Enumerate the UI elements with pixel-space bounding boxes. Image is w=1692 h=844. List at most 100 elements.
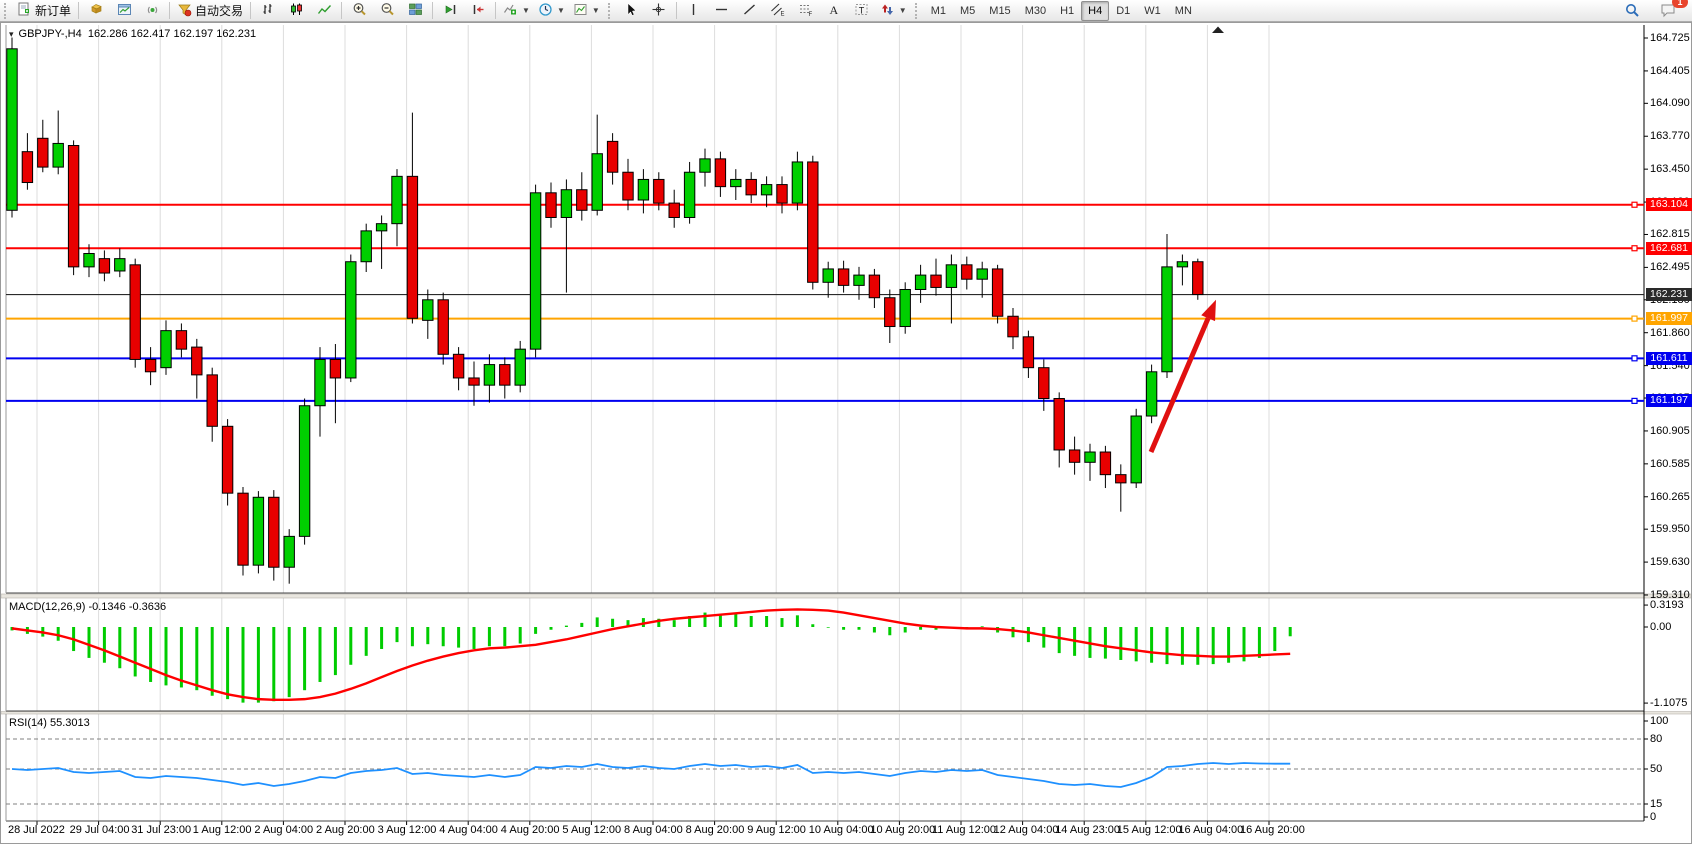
crosshair-button[interactable] xyxy=(645,0,673,22)
timeframe-button-d1[interactable]: D1 xyxy=(1116,4,1131,17)
toolbar-separator xyxy=(432,2,434,19)
price-tick-label: 160.585 xyxy=(1650,457,1690,470)
periods-button[interactable]: ▼ xyxy=(534,0,569,22)
candle xyxy=(345,254,357,383)
candle xyxy=(360,223,372,273)
rsi-indicator xyxy=(6,738,1644,805)
templates-button[interactable]: ▼ xyxy=(569,0,604,22)
time-axis-label: 1 Aug 12:00 xyxy=(192,824,252,836)
crosshair-icon xyxy=(651,2,666,20)
line-chart-button[interactable] xyxy=(310,0,338,22)
candle xyxy=(391,169,403,247)
one-click-trading-toggle-icon[interactable]: ▾ xyxy=(9,29,14,39)
timeframe-button-h4[interactable]: H4 xyxy=(1081,0,1110,21)
zoom-out-button[interactable] xyxy=(373,0,401,22)
grid-lines xyxy=(36,25,1270,825)
candle xyxy=(961,256,973,290)
chevron-down-icon[interactable]: ▼ xyxy=(556,6,565,15)
candle xyxy=(591,114,603,216)
time-axis-label: 8 Aug 04:00 xyxy=(624,824,683,836)
chat-button[interactable]: 1 xyxy=(1654,0,1688,22)
timeframe-button-m30[interactable]: M30 xyxy=(1024,4,1047,17)
chevron-down-icon[interactable]: ▼ xyxy=(522,6,530,15)
chart-window[interactable]: ▾ GBPJPY-,H4 162.286 162.417 162.197 162.… xyxy=(0,22,1692,844)
horizontal-line-object[interactable] xyxy=(6,397,1644,404)
candle xyxy=(822,261,834,298)
time-axis-label: 2 Aug 20:00 xyxy=(316,824,375,836)
candle xyxy=(853,266,865,300)
toolbar-separator xyxy=(675,2,677,19)
toolbar-grip[interactable] xyxy=(4,2,10,19)
search-button[interactable] xyxy=(1618,0,1646,22)
candlestick-chart-button[interactable] xyxy=(282,0,310,22)
candle xyxy=(1161,233,1173,378)
chart-shift-marker-icon[interactable] xyxy=(1212,26,1224,34)
market-watch-cube-button[interactable] xyxy=(82,0,110,22)
chart-canvas[interactable] xyxy=(1,23,1691,843)
candle xyxy=(252,491,265,574)
trendline-button[interactable] xyxy=(736,0,764,22)
time-axis-label: 31 Jul 23:00 xyxy=(131,824,192,836)
toolbar-grip[interactable] xyxy=(914,2,921,19)
zoom-in-icon xyxy=(352,2,367,20)
auto-scroll-button[interactable] xyxy=(436,0,464,22)
equidistant-channel-button[interactable]: E xyxy=(764,0,792,22)
new-order-button[interactable]: 新订单 xyxy=(13,0,75,22)
arrows-button[interactable]: ▼ xyxy=(876,0,911,22)
cursor-button[interactable] xyxy=(617,0,645,22)
candle xyxy=(283,529,295,584)
timeframe-button-m15[interactable]: M15 xyxy=(989,4,1011,17)
candle xyxy=(114,248,126,278)
ohlc-readout: 162.286 162.417 162.197 162.231 xyxy=(87,28,257,40)
time-axis-label: 9 Aug 12:00 xyxy=(747,824,806,836)
candle xyxy=(329,344,342,424)
signal-button[interactable] xyxy=(138,0,166,22)
time-axis-label: 29 Jul 04:00 xyxy=(69,824,130,836)
timeframe-button-m5[interactable]: M5 xyxy=(960,4,976,17)
text-button[interactable]: A xyxy=(820,0,848,22)
price-tick-label: 159.630 xyxy=(1650,556,1690,569)
chevron-down-icon[interactable]: ▼ xyxy=(591,6,600,15)
autotrading-button[interactable]: 自动交易 xyxy=(173,0,247,22)
cursor-icon xyxy=(623,2,638,20)
candle xyxy=(37,119,49,173)
line-studies-toolbar: E F A T ▼ xyxy=(617,0,911,22)
zoom-out-icon xyxy=(380,2,395,20)
bar-chart-button[interactable] xyxy=(254,0,282,22)
chart-shift-button[interactable] xyxy=(464,0,492,22)
candle xyxy=(144,347,157,386)
arrows-icon xyxy=(880,2,895,20)
toolbar-separator xyxy=(78,2,80,19)
toolbar-grip[interactable] xyxy=(607,2,614,19)
chevron-down-icon[interactable]: ▼ xyxy=(898,6,907,15)
toolbar: 新订单 自动交易 ▼ ▼ ▼ E F A T ▼ M1 M5 M15 M30 H1 H4 D1 W1 MN 1 xyxy=(0,0,1692,22)
price-tick-label: 161.860 xyxy=(1650,326,1690,339)
chart-window-button[interactable] xyxy=(110,0,138,22)
signal-icon xyxy=(145,2,160,20)
vertical-line-button[interactable] xyxy=(680,0,708,22)
timeframe-button-w1[interactable]: W1 xyxy=(1144,4,1161,17)
timeframe-button-mn[interactable]: MN xyxy=(1174,4,1192,17)
candle xyxy=(1192,258,1204,300)
candle xyxy=(221,419,234,506)
candle xyxy=(1038,359,1050,411)
templates-icon xyxy=(573,2,588,20)
horizontal-line-object[interactable] xyxy=(6,201,1644,208)
rsi-tick-label: 80 xyxy=(1650,733,1663,745)
fibonacci-button[interactable]: F xyxy=(792,0,820,22)
candle xyxy=(1130,408,1142,489)
trend-arrow-annotation[interactable] xyxy=(1148,299,1216,454)
horizontal-line-object[interactable] xyxy=(6,315,1644,322)
zoom-in-button[interactable] xyxy=(345,0,373,22)
candle xyxy=(422,289,434,339)
horizontal-line-button[interactable] xyxy=(708,0,736,22)
timeframes-toolbar: M1 M5 M15 M30 H1 H4 D1 W1 MN xyxy=(924,0,1199,21)
horizontal-line-object[interactable] xyxy=(6,355,1644,362)
tile-windows-button[interactable] xyxy=(401,0,429,22)
horizontal-line-object[interactable] xyxy=(6,245,1644,252)
indicators-button[interactable]: ▼ xyxy=(499,0,534,22)
text-label-button[interactable]: T xyxy=(848,0,876,22)
timeframe-button-m1[interactable]: M1 xyxy=(930,4,946,17)
timeframe-button-h1[interactable]: H1 xyxy=(1060,4,1075,17)
